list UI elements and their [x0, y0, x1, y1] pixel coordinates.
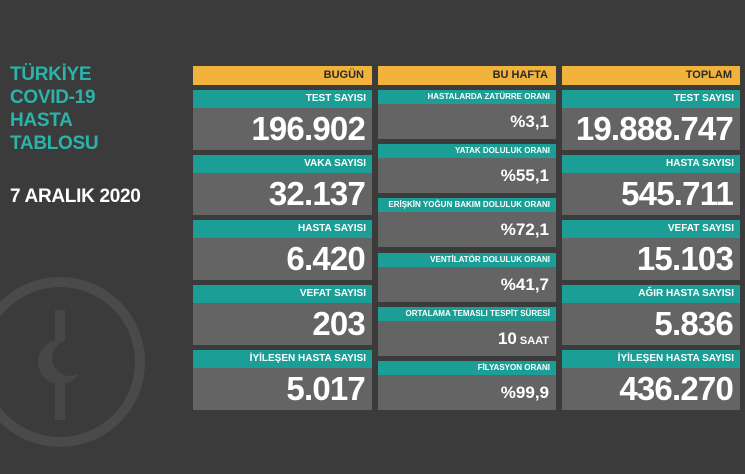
- card-value-text: 5.836: [654, 305, 733, 342]
- card-value-text: %41,7: [500, 274, 549, 294]
- card-label: VEFAT SAYISI: [562, 220, 740, 238]
- column-header: BU HAFTA: [378, 66, 556, 85]
- card-value-text: 203: [312, 305, 365, 342]
- card-label: HASTA SAYISI: [193, 220, 372, 238]
- card-unit: SAAT: [519, 334, 549, 347]
- date: 7 ARALIK 2020: [10, 186, 141, 207]
- card-value-text: %99,9: [500, 382, 549, 402]
- card-value-text: 436.270: [619, 370, 733, 407]
- card-label: VENTİLATÖR DOLULUK ORANI: [378, 252, 556, 267]
- card-value: 15.103: [562, 238, 740, 280]
- card-label: İYİLEŞEN HASTA SAYISI: [193, 350, 372, 368]
- card-label: YATAK DOLULUK ORANI: [378, 144, 556, 159]
- title-line: TABLOSU: [10, 133, 99, 154]
- card-value-text: 545.711: [621, 175, 734, 212]
- card-label: FİLYASYON ORANI: [378, 360, 556, 375]
- column-header: TOPLAM: [562, 66, 740, 85]
- card-label: TEST SAYISI: [562, 90, 740, 108]
- card-label: İYİLEŞEN HASTA SAYISI: [562, 350, 740, 368]
- card-value: 196.902: [193, 108, 372, 150]
- card-value: %41,7: [378, 266, 556, 302]
- card-value-text: 10: [497, 328, 517, 348]
- card-value-text: 32.137: [268, 175, 366, 212]
- card-value: 6.420: [193, 238, 372, 280]
- card-label: TEST SAYISI: [193, 90, 372, 108]
- card-label: ERİŞKİN YOĞUN BAKIM DOLULUK ORANI: [378, 198, 556, 213]
- card-label: VEFAT SAYISI: [193, 285, 372, 303]
- title-line: COVID-19: [10, 87, 96, 108]
- card-value: %72,1: [378, 212, 556, 248]
- card-value-text: 6.420: [286, 240, 365, 277]
- card-value: 10 SAAT: [378, 320, 556, 356]
- card-value-text: %72,1: [500, 220, 549, 240]
- card-value-text: 19.888.747: [575, 110, 734, 147]
- logo-watermark: [0, 277, 145, 447]
- card-value-text: 5.017: [286, 370, 365, 407]
- card-value-text: 15.103: [636, 240, 734, 277]
- card-value-text: %55,1: [500, 166, 549, 186]
- card-value: %99,9: [378, 374, 556, 410]
- card-value: %55,1: [378, 158, 556, 194]
- card-label: VAKA SAYISI: [193, 155, 372, 173]
- card-value: 545.711: [562, 173, 740, 215]
- card-value-text: %3,1: [510, 112, 549, 131]
- card-value-text: 196.902: [251, 110, 365, 147]
- title-line: TÜRKİYE: [10, 64, 92, 85]
- card-label: ORTALAMA TEMASLI TESPİT SÜRESİ: [378, 306, 556, 321]
- card-label: HASTA SAYISI: [562, 155, 740, 173]
- card-value: 5.836: [562, 303, 740, 345]
- card-value: 203: [193, 303, 372, 345]
- card-value: 32.137: [193, 173, 372, 215]
- card-label: HASTALARDA ZATÜRRE ORANI: [378, 90, 556, 104]
- card-value: 5.017: [193, 368, 372, 410]
- title-line: HASTA: [10, 110, 73, 131]
- column-header: BUGÜN: [193, 66, 372, 85]
- card-value: %3,1: [378, 104, 556, 140]
- card-value: 19.888.747: [562, 108, 740, 150]
- card-value: 436.270: [562, 368, 740, 410]
- card-label: AĞIR HASTA SAYISI: [562, 285, 740, 303]
